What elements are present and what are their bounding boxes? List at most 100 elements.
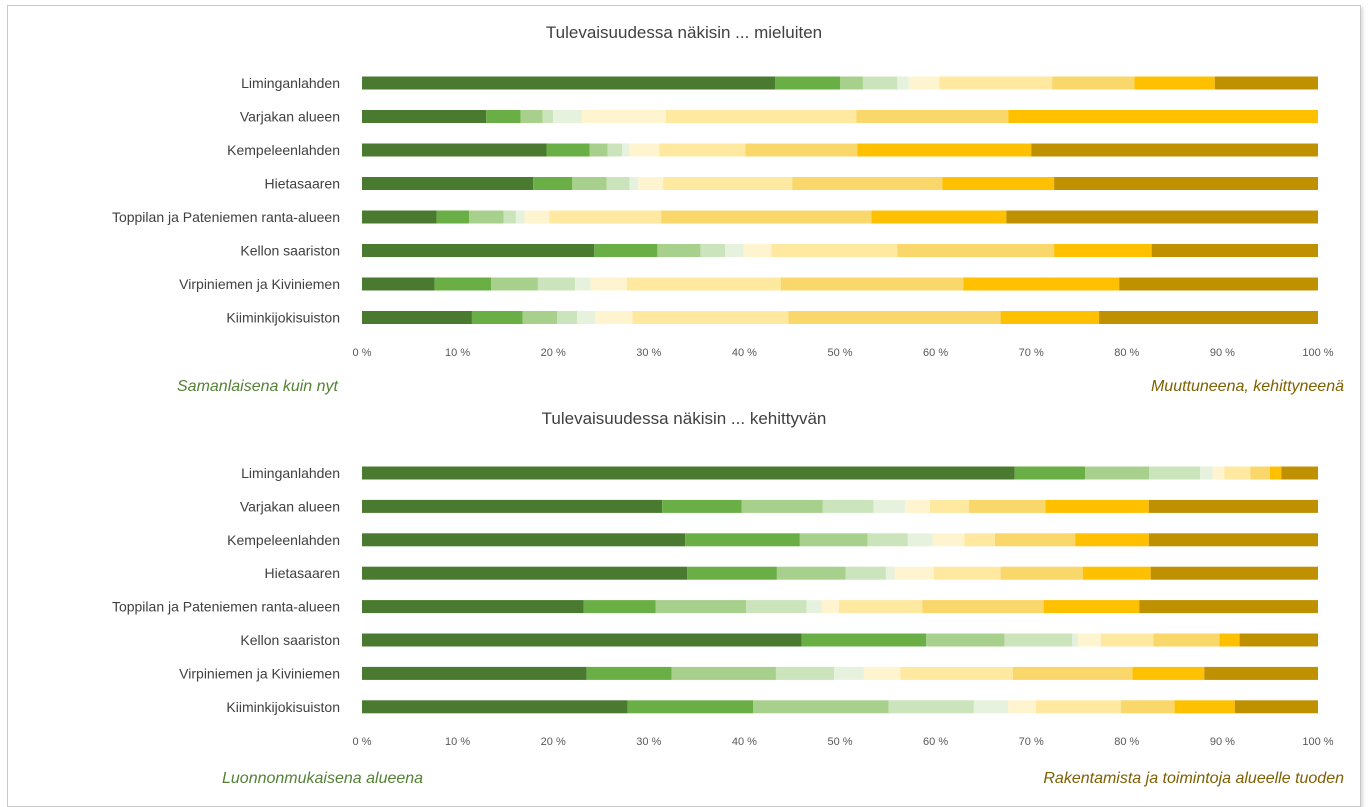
bar-segment — [725, 244, 744, 257]
bar-segment — [1008, 700, 1036, 714]
bar-segment — [788, 311, 1001, 324]
bar-segment — [1134, 76, 1215, 90]
bar-segment — [780, 277, 964, 291]
bar-segment — [871, 210, 1007, 224]
bar-segment — [1085, 466, 1150, 480]
x-tick-label: 60 % — [923, 347, 948, 359]
bar-segment — [867, 533, 908, 547]
bar-segment — [1054, 244, 1152, 257]
bar-segment — [845, 566, 886, 580]
bar-segment — [822, 499, 874, 513]
bar-segment — [362, 143, 547, 157]
bar-segment — [589, 143, 608, 157]
bar-segment — [520, 110, 543, 123]
x-tick-label: 20 % — [541, 347, 566, 359]
bar-segment — [1200, 466, 1213, 480]
bar-segment — [922, 600, 1044, 614]
scale-left-label: Samanlaisena kuin nyt — [177, 378, 339, 395]
bar-segment — [607, 143, 623, 157]
bar-segment — [575, 277, 591, 291]
x-tick-label: 50 % — [827, 736, 852, 748]
bar-segment — [926, 633, 1005, 647]
bar-segment — [857, 143, 1032, 157]
bar-segment — [1239, 633, 1318, 647]
category-label: Liminganlahden — [241, 75, 340, 91]
bar-segment — [581, 110, 667, 123]
category-label: Virpiniemen ja Kiviniemen — [179, 665, 340, 681]
bar-segment — [632, 311, 789, 324]
bar-segment — [746, 600, 807, 614]
bar-segment — [1132, 666, 1205, 680]
bar-segment — [662, 499, 742, 513]
bar-segment — [657, 244, 701, 257]
bar-segment — [524, 210, 550, 224]
bar-segment — [577, 311, 596, 324]
x-tick-label: 20 % — [541, 736, 566, 748]
bar-segment — [1153, 633, 1220, 647]
bar-segment — [626, 277, 781, 291]
bar-segment — [1204, 666, 1318, 680]
bar-segment — [1000, 566, 1083, 580]
bar-segment — [1281, 466, 1318, 480]
bar-segment — [799, 533, 868, 547]
x-tick-label: 10 % — [445, 347, 470, 359]
x-tick-label: 70 % — [1019, 347, 1044, 359]
bar-segment — [1150, 566, 1318, 580]
bar-segment — [963, 277, 1120, 291]
bar-segment — [894, 566, 934, 580]
bar-segment — [572, 177, 607, 190]
bar-segment — [666, 110, 857, 123]
bar-segment — [533, 177, 573, 190]
bar-segment — [834, 666, 864, 680]
bar-segment — [905, 499, 930, 513]
bar-segment — [469, 210, 504, 224]
bar-segment — [549, 210, 662, 224]
x-tick-label: 0 % — [353, 347, 372, 359]
bar-segment — [1148, 533, 1318, 547]
bar-segment — [929, 499, 970, 513]
bar-segment — [1121, 700, 1175, 714]
bar-segment — [362, 666, 587, 680]
bar-segment — [908, 76, 940, 90]
bar-segment — [1149, 466, 1201, 480]
bar-segment — [700, 244, 726, 257]
bar-segment — [661, 210, 872, 224]
bar-segment — [655, 600, 747, 614]
bar-segment — [1269, 466, 1282, 480]
bar-segment — [1078, 633, 1101, 647]
bar-segment — [792, 177, 943, 190]
bar-segment — [1214, 76, 1318, 90]
bar-segment — [776, 566, 846, 580]
bar-segment — [1075, 533, 1149, 547]
bar-segment — [840, 76, 863, 90]
bar-segment — [1219, 633, 1240, 647]
x-tick-label: 60 % — [923, 736, 948, 748]
bar-segment — [1014, 466, 1086, 480]
bar-segment — [753, 700, 889, 714]
bar-segment — [900, 666, 1014, 680]
bar-segment — [942, 177, 1055, 190]
bar-segment — [362, 277, 435, 291]
bar-segment — [1008, 110, 1318, 123]
bar-segment — [1004, 633, 1073, 647]
bar-segment — [362, 566, 688, 580]
bar-segment — [1035, 700, 1122, 714]
bar-segment — [595, 311, 633, 324]
bar-segment — [671, 666, 776, 680]
scale-right-label: Rakentamista ja toimintoja alueelle tuod… — [1043, 770, 1344, 787]
bar-segment — [362, 600, 584, 614]
bar-segment — [888, 700, 974, 714]
bar-segment — [897, 244, 1055, 257]
bar-segment — [1099, 311, 1318, 324]
bar-segment — [663, 177, 793, 190]
bar-segment — [1082, 566, 1151, 580]
bar-segment — [503, 210, 516, 224]
bar-segment — [629, 143, 660, 157]
bar-segment — [933, 566, 1001, 580]
bar-segment — [775, 666, 835, 680]
x-tick-label: 30 % — [636, 347, 661, 359]
bar-segment — [1234, 700, 1318, 714]
x-tick-label: 30 % — [636, 736, 661, 748]
category-label: Kempeleenlahden — [227, 532, 340, 548]
